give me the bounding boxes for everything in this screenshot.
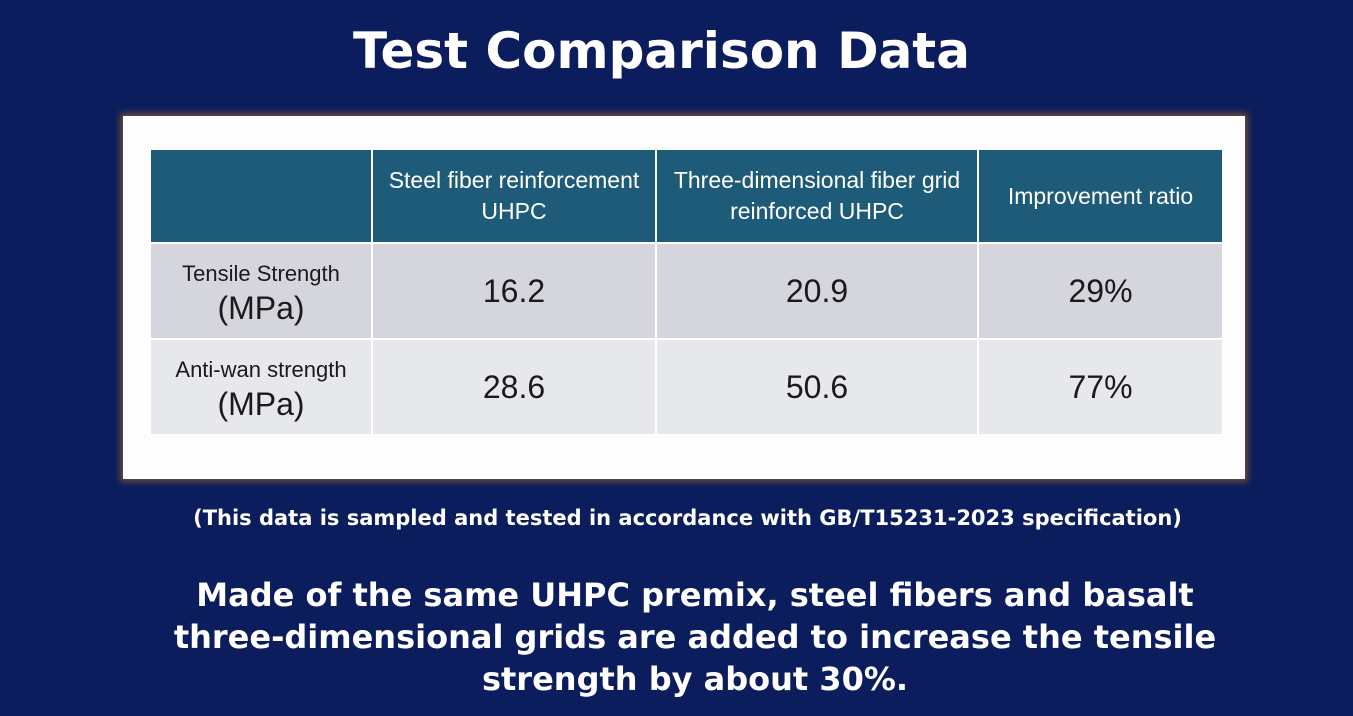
grid-value: 20.9 <box>655 242 979 340</box>
row-label: Tensile Strength (MPa) <box>149 242 373 340</box>
page-title: Test Comparison Data <box>353 22 970 80</box>
row-label-text: Tensile Strength <box>182 261 340 286</box>
table-header-row: Steel fiber reinforcement UHPC Three-dim… <box>149 148 1224 244</box>
row-label: Anti-wan strength (MPa) <box>149 338 373 436</box>
spec-note: (This data is sampled and tested in acco… <box>193 506 1182 530</box>
grid-value: 50.6 <box>655 338 979 436</box>
comparison-table: Steel fiber reinforcement UHPC Three-dim… <box>149 148 1224 436</box>
table-row: Anti-wan strength (MPa) 28.6 50.6 77% <box>149 338 1224 436</box>
steel-value: 28.6 <box>371 338 657 436</box>
description: Made of the same UHPC premix, steel fibe… <box>173 576 1217 698</box>
ratio-value: 29% <box>977 242 1224 340</box>
row-unit: (MPa) <box>217 386 305 422</box>
ratio-value: 77% <box>977 338 1224 436</box>
header-3d-grid: Three-dimensional fiber grid reinforced … <box>655 148 979 244</box>
table-row: Tensile Strength (MPa) 16.2 20.9 29% <box>149 242 1224 340</box>
row-unit: (MPa) <box>217 290 305 326</box>
steel-value: 16.2 <box>371 242 657 340</box>
row-label-text: Anti-wan strength <box>175 357 347 382</box>
comparison-card: Steel fiber reinforcement UHPC Three-dim… <box>123 116 1245 479</box>
header-steel-fiber: Steel fiber reinforcement UHPC <box>371 148 657 244</box>
header-improvement-ratio: Improvement ratio <box>977 148 1224 244</box>
header-empty <box>149 148 373 244</box>
